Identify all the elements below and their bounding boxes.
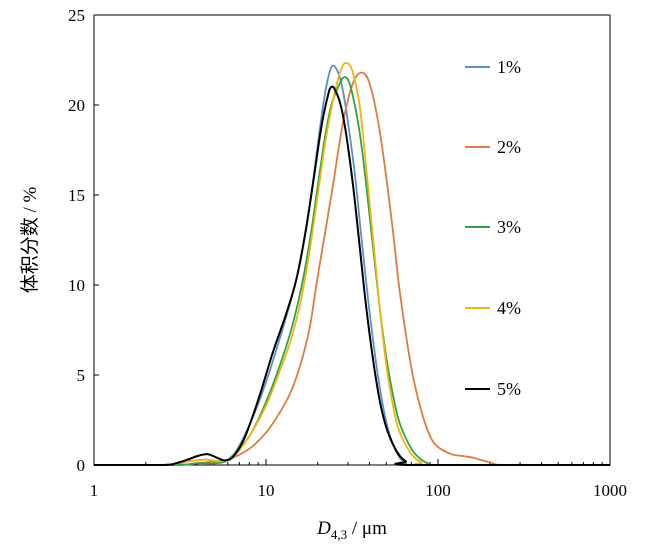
x-axis-title-main: D: [316, 518, 331, 539]
legend: 1% 2% 3% 4% 5%: [465, 57, 521, 399]
plot-frame: [93, 14, 611, 466]
legend-label-4: 4%: [497, 298, 521, 318]
y-tick-label: 20: [68, 96, 85, 115]
series-line-4: [94, 61, 610, 466]
x-axis: 1 10 100 1000: [90, 459, 627, 500]
series-line-1: [94, 64, 610, 466]
x-tick-label: 1000: [593, 481, 627, 500]
series-line-3: [94, 76, 610, 466]
x-tick-label: 10: [258, 481, 275, 500]
legend-label-5: 5%: [497, 379, 521, 399]
x-axis-title-subscript: 4,3: [331, 527, 347, 542]
series-lines: [94, 61, 610, 467]
legend-label-1: 1%: [497, 57, 521, 77]
y-tick-label: 0: [77, 456, 86, 475]
plot-border: [93, 14, 611, 466]
x-tick-label: 100: [425, 481, 451, 500]
series-line-5: [94, 85, 610, 467]
y-tick-label: 15: [68, 186, 85, 205]
y-tick-label: 5: [77, 366, 86, 385]
y-tick-label: 25: [68, 6, 85, 25]
x-axis-title: D4,3 / μm: [316, 518, 387, 542]
x-tick-label: 1: [90, 481, 99, 500]
legend-label-3: 3%: [497, 217, 521, 237]
y-axis: 0 5 10 15 20 25: [68, 6, 99, 475]
x-axis-title-unit: / μm: [347, 518, 387, 539]
series-line-2: [94, 71, 594, 466]
y-axis-title: 体积分数 / %: [19, 187, 41, 294]
y-tick-label: 10: [68, 276, 85, 295]
legend-label-2: 2%: [497, 137, 521, 157]
